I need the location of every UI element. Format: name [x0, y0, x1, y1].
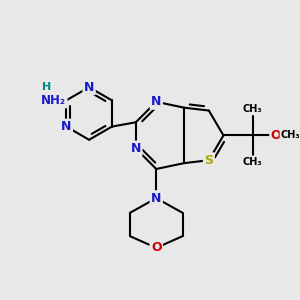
Text: N: N: [151, 192, 161, 205]
Text: O: O: [271, 129, 281, 142]
Text: H: H: [42, 82, 51, 92]
Text: N: N: [151, 95, 161, 108]
Text: NH₂: NH₂: [41, 94, 66, 107]
Text: N: N: [84, 81, 94, 94]
Text: CH₃: CH₃: [243, 157, 262, 167]
Text: O: O: [151, 242, 162, 254]
Text: N: N: [130, 142, 141, 155]
Text: CH₃: CH₃: [243, 104, 262, 114]
Text: CH₃: CH₃: [281, 130, 300, 140]
Text: N: N: [61, 120, 71, 133]
Text: S: S: [204, 154, 213, 167]
